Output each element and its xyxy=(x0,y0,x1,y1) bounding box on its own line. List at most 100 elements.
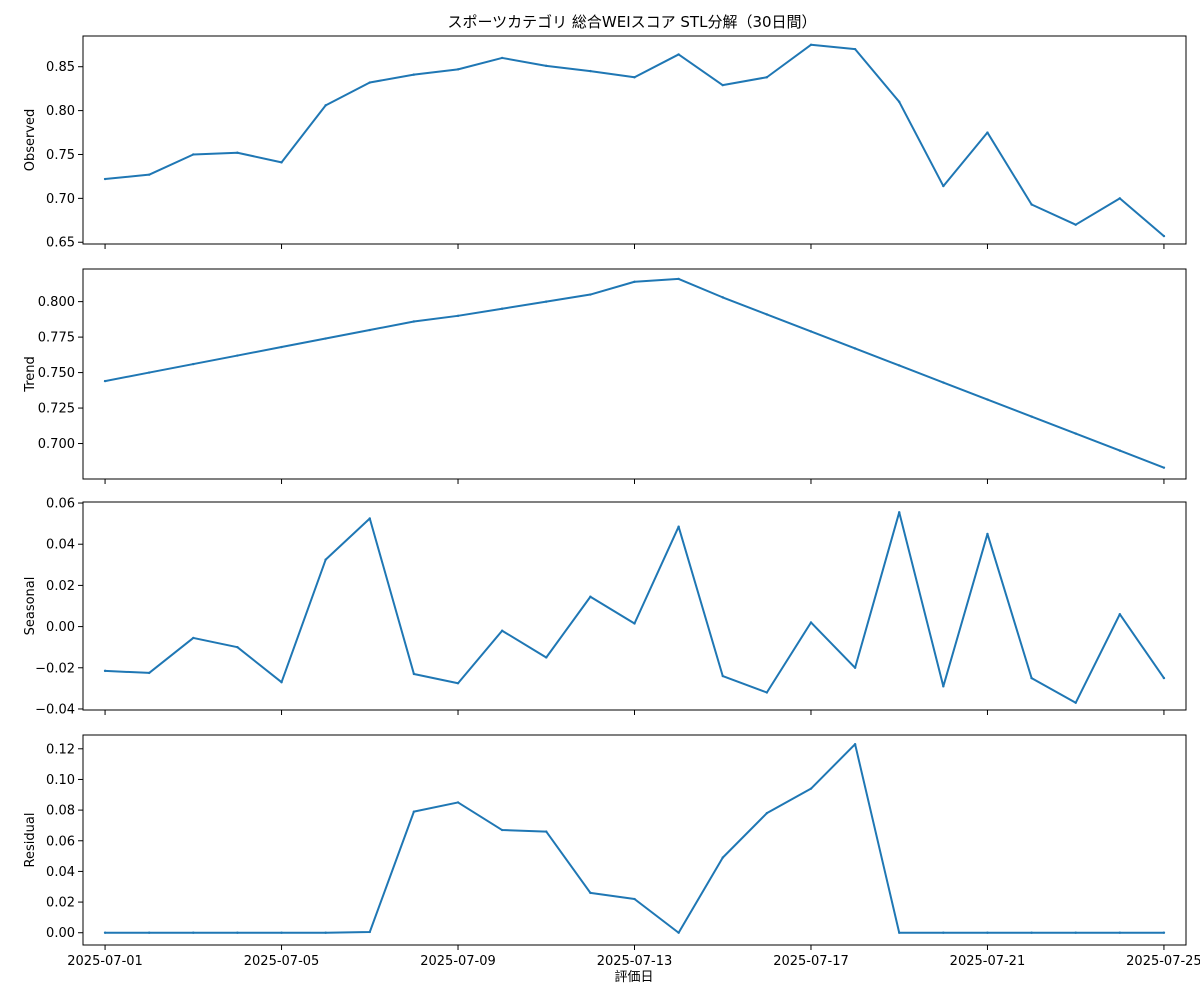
data-point xyxy=(280,161,283,164)
data-point xyxy=(986,131,989,134)
x-tick-label: 2025-07-21 xyxy=(950,954,1026,969)
data-point xyxy=(456,682,460,685)
y-axis-title: Seasonal xyxy=(23,577,38,636)
x-tick-label: 2025-07-17 xyxy=(773,954,849,969)
panel-trend: 0.700 0.725 0.750 0.775 0.800 Trend xyxy=(23,268,1187,484)
data-point xyxy=(1030,415,1033,418)
data-point xyxy=(898,931,901,934)
data-point xyxy=(633,280,636,283)
data-point xyxy=(633,897,636,901)
data-point xyxy=(986,532,989,536)
data-point xyxy=(412,810,416,813)
y-tick-label: 0.02 xyxy=(46,579,75,594)
panel-seasonal: −0.04 −0.02 0.00 0.02 0.04 0.06 Seasonal xyxy=(23,497,1187,717)
plot-frame xyxy=(82,268,1187,480)
data-point xyxy=(853,742,857,746)
data-point xyxy=(721,296,724,299)
data-point xyxy=(545,300,548,303)
data-point xyxy=(368,930,371,934)
data-point xyxy=(368,81,371,84)
data-point xyxy=(412,320,416,323)
data-point xyxy=(147,671,151,675)
data-point xyxy=(589,595,592,598)
data-point xyxy=(765,313,769,316)
y-tick-label: 0.06 xyxy=(46,497,75,512)
x-tick-label: 2025-07-09 xyxy=(420,954,496,969)
data-point xyxy=(853,47,857,51)
y-tick-label: −0.04 xyxy=(35,702,75,717)
x-tick-label: 2025-07-05 xyxy=(244,954,320,969)
data-point xyxy=(721,674,724,678)
data-point xyxy=(324,337,327,340)
data-point xyxy=(103,669,107,673)
y-axis-title: Observed xyxy=(23,109,38,172)
data-point xyxy=(589,69,592,73)
data-point xyxy=(192,153,195,156)
data-point xyxy=(192,362,195,366)
y-tick-label: 0.70 xyxy=(46,192,75,207)
x-tick-label: 2025-07-13 xyxy=(597,954,673,969)
y-tick-label: 0.775 xyxy=(38,331,75,346)
data-point xyxy=(1162,466,1166,469)
data-point xyxy=(809,43,813,46)
y-tick-label: 0.04 xyxy=(46,538,75,553)
panel-observed: 0.65 0.70 0.75 0.80 0.85 Observed xyxy=(23,35,1187,251)
data-point xyxy=(765,76,769,79)
data-point xyxy=(500,629,504,632)
data-point xyxy=(324,104,327,107)
data-point xyxy=(1030,931,1033,934)
data-point xyxy=(456,314,460,318)
data-point xyxy=(765,691,769,694)
plot-frame xyxy=(82,501,1187,711)
data-point xyxy=(1118,449,1122,452)
data-point xyxy=(1074,701,1077,704)
data-point xyxy=(809,787,813,790)
y-tick-label: 0.800 xyxy=(38,295,75,310)
y-tick-label: 0.725 xyxy=(38,402,75,417)
data-point xyxy=(677,525,680,528)
panel-residual: 0.00 0.02 0.04 0.06 0.08 0.10 0.12 2025-07-01 20… xyxy=(23,734,1200,969)
y-tick-label: 0.65 xyxy=(46,236,75,251)
data-point xyxy=(412,73,416,76)
data-point xyxy=(545,830,548,833)
y-tick-label: 0.80 xyxy=(46,104,75,119)
data-point xyxy=(1030,203,1033,206)
data-point xyxy=(1030,676,1033,680)
data-point xyxy=(368,517,371,520)
data-point xyxy=(103,379,107,383)
data-point xyxy=(809,621,813,624)
data-point xyxy=(589,891,592,895)
data-point xyxy=(1074,931,1077,934)
data-point xyxy=(942,381,945,384)
data-point xyxy=(500,307,504,310)
data-point xyxy=(280,680,283,684)
y-tick-label: 0.700 xyxy=(38,437,75,452)
x-axis-title: 評価日 xyxy=(614,970,653,985)
data-point xyxy=(1074,223,1077,226)
data-point xyxy=(236,645,239,649)
data-point xyxy=(236,151,239,154)
y-tick-label: 0.06 xyxy=(46,834,75,849)
y-tick-label: 0.02 xyxy=(46,896,75,911)
data-point xyxy=(545,656,548,659)
data-point xyxy=(324,558,327,561)
data-point xyxy=(677,277,680,281)
series-line-seasonal xyxy=(104,511,1165,704)
series-line-trend xyxy=(104,277,1165,469)
x-tick-label: 2025-07-01 xyxy=(67,954,143,969)
data-point xyxy=(500,828,504,832)
data-point xyxy=(986,398,989,401)
data-point xyxy=(677,53,680,56)
y-tick-label: 0.75 xyxy=(46,148,75,163)
data-point xyxy=(1118,931,1122,934)
data-point xyxy=(765,811,769,815)
data-point xyxy=(192,636,195,640)
data-point xyxy=(103,177,107,181)
plot-frame xyxy=(82,35,1187,245)
data-point xyxy=(853,347,857,350)
data-point xyxy=(1118,613,1122,616)
data-point xyxy=(809,330,813,333)
data-point xyxy=(456,68,460,71)
y-tick-label: 0.00 xyxy=(46,620,75,635)
data-point xyxy=(942,931,945,934)
